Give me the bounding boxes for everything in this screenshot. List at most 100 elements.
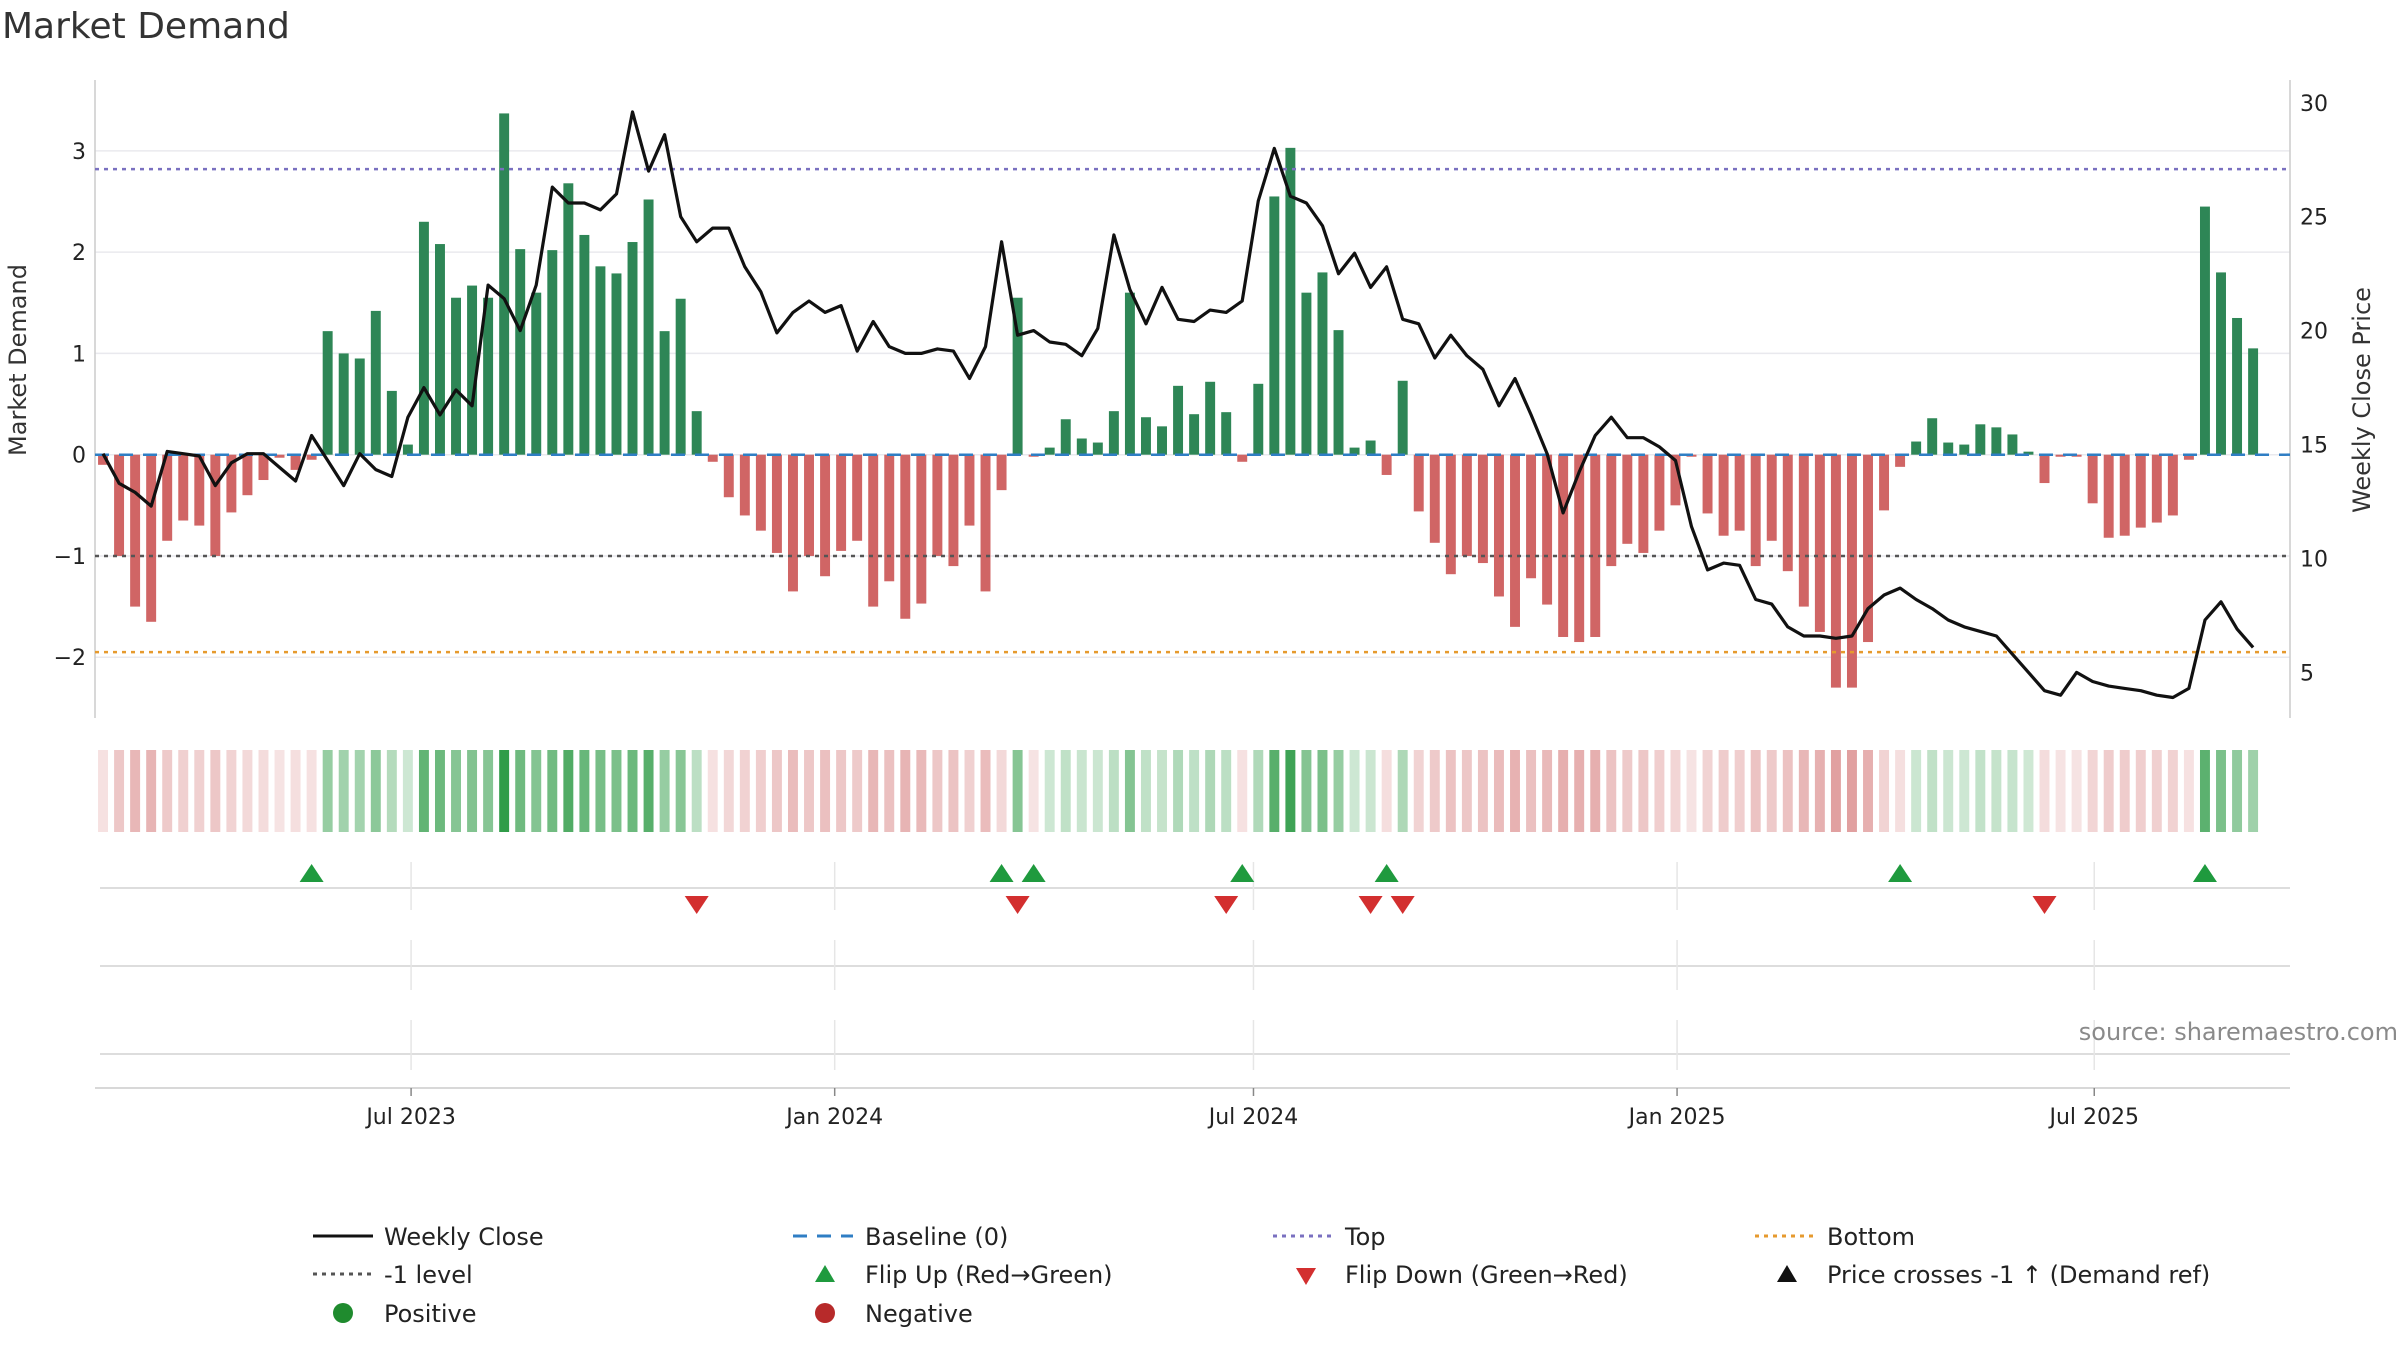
heat-cell (274, 750, 285, 832)
legend-negative-dot (815, 1303, 835, 1323)
bar-negative (1670, 454, 1681, 506)
y-tick-label-right: 10 (2300, 548, 2328, 573)
bar-negative (1574, 454, 1585, 643)
heat-cell (1269, 750, 1280, 832)
bar-positive (531, 292, 542, 455)
bar-positive (418, 221, 429, 455)
flip-down-marker (1358, 896, 1383, 914)
bar-negative (1477, 454, 1488, 564)
heat-cell (1830, 750, 1841, 832)
bar-negative (1638, 454, 1649, 553)
bar-negative (1461, 454, 1472, 556)
y-tick-label-right: 30 (2300, 92, 2328, 117)
legend-flip-up: Flip Up (Red→Green) (865, 1261, 1113, 1289)
heat-cell (1060, 750, 1071, 832)
heat-cell (2007, 750, 2018, 832)
bar-negative (980, 454, 991, 592)
bar-negative (2103, 454, 2114, 538)
heat-cell (338, 750, 349, 832)
heat-cell (1542, 750, 1553, 832)
weekly-close-line (101, 110, 2255, 700)
bar-negative (900, 454, 911, 619)
bar-negative (948, 454, 959, 567)
y-tick-label-right: 25 (2300, 206, 2328, 231)
heat-cell (322, 750, 333, 832)
heat-cell (1846, 750, 1857, 832)
bar-positive (1397, 380, 1408, 455)
bar-negative (932, 454, 943, 556)
heat-cell (2087, 750, 2098, 832)
bar-positive (1140, 417, 1151, 455)
bar-negative (1766, 454, 1777, 541)
flip-up-marker (299, 864, 324, 882)
heat-cell (1975, 750, 1986, 832)
bar-positive (1317, 272, 1328, 455)
heat-cell (258, 750, 269, 832)
heat-cell (2071, 750, 2082, 832)
bar-positive (1044, 447, 1055, 455)
heat-cell (1429, 750, 1440, 832)
heat-cell (980, 750, 991, 832)
bar-negative (1526, 454, 1537, 579)
flip-up-marker (1888, 864, 1913, 882)
heat-cell (723, 750, 734, 832)
bar-negative (1895, 454, 1906, 467)
heat-cell (1317, 750, 1328, 832)
bar-negative (114, 454, 125, 556)
heat-cell (1140, 750, 1151, 832)
legend-weekly-close: Weekly Close (384, 1223, 544, 1251)
heat-cell (114, 750, 125, 832)
bar-positive (370, 310, 381, 455)
heat-cell (418, 750, 429, 832)
heat-cell (2232, 750, 2243, 832)
heat-cell (1686, 750, 1697, 832)
bar-negative (1445, 454, 1456, 575)
bar-negative (723, 454, 734, 498)
bar-positive (435, 244, 445, 455)
heat-cell (771, 750, 782, 832)
heat-cell (563, 750, 574, 832)
legend-negative: Negative (865, 1300, 973, 1328)
heat-cell (1301, 750, 1312, 832)
heat-cell (1044, 750, 1055, 832)
flip-up-marker (989, 864, 1014, 882)
heat-cell (643, 750, 654, 832)
bar-negative (1750, 454, 1761, 567)
heat-cell (1349, 750, 1360, 832)
heat-cell (1397, 750, 1408, 832)
heat-cell (836, 750, 847, 832)
flip-down-marker (1214, 896, 1239, 914)
heat-cell (370, 750, 381, 832)
heat-cell (1638, 750, 1649, 832)
heat-cell (1526, 750, 1537, 832)
y-tick-label-right: 15 (2300, 434, 2328, 459)
bar-negative (1381, 454, 1392, 475)
heat-cell (1879, 750, 1890, 832)
close-line-group (101, 110, 2255, 700)
bar-negative (1542, 454, 1553, 605)
bar-positive (402, 444, 413, 455)
heat-cell (451, 750, 461, 832)
legend-top: Top (1344, 1223, 1386, 1251)
y-tick-label-left: −1 (54, 545, 86, 570)
x-tick-label: Jan 2024 (784, 1105, 883, 1130)
bar-negative (226, 454, 237, 513)
bar-positive (2248, 348, 2259, 455)
heat-cell (804, 750, 814, 832)
heat-cell (1590, 750, 1601, 832)
heat-cell (884, 750, 895, 832)
bar-positive (1943, 442, 1954, 455)
heat-cell (852, 750, 863, 832)
bar-negative (755, 454, 766, 531)
bar-positive (1157, 426, 1167, 455)
source-credit: source: sharemaestro.com (2079, 1018, 2398, 1046)
bar-positive (354, 358, 365, 455)
bar-positive (675, 298, 686, 455)
heat-cell (1606, 750, 1617, 832)
y-axis-label-left: Market Demand (4, 264, 32, 456)
bar-positive (1108, 411, 1119, 455)
bar-negative (1782, 454, 1793, 572)
heat-cell (146, 750, 157, 832)
